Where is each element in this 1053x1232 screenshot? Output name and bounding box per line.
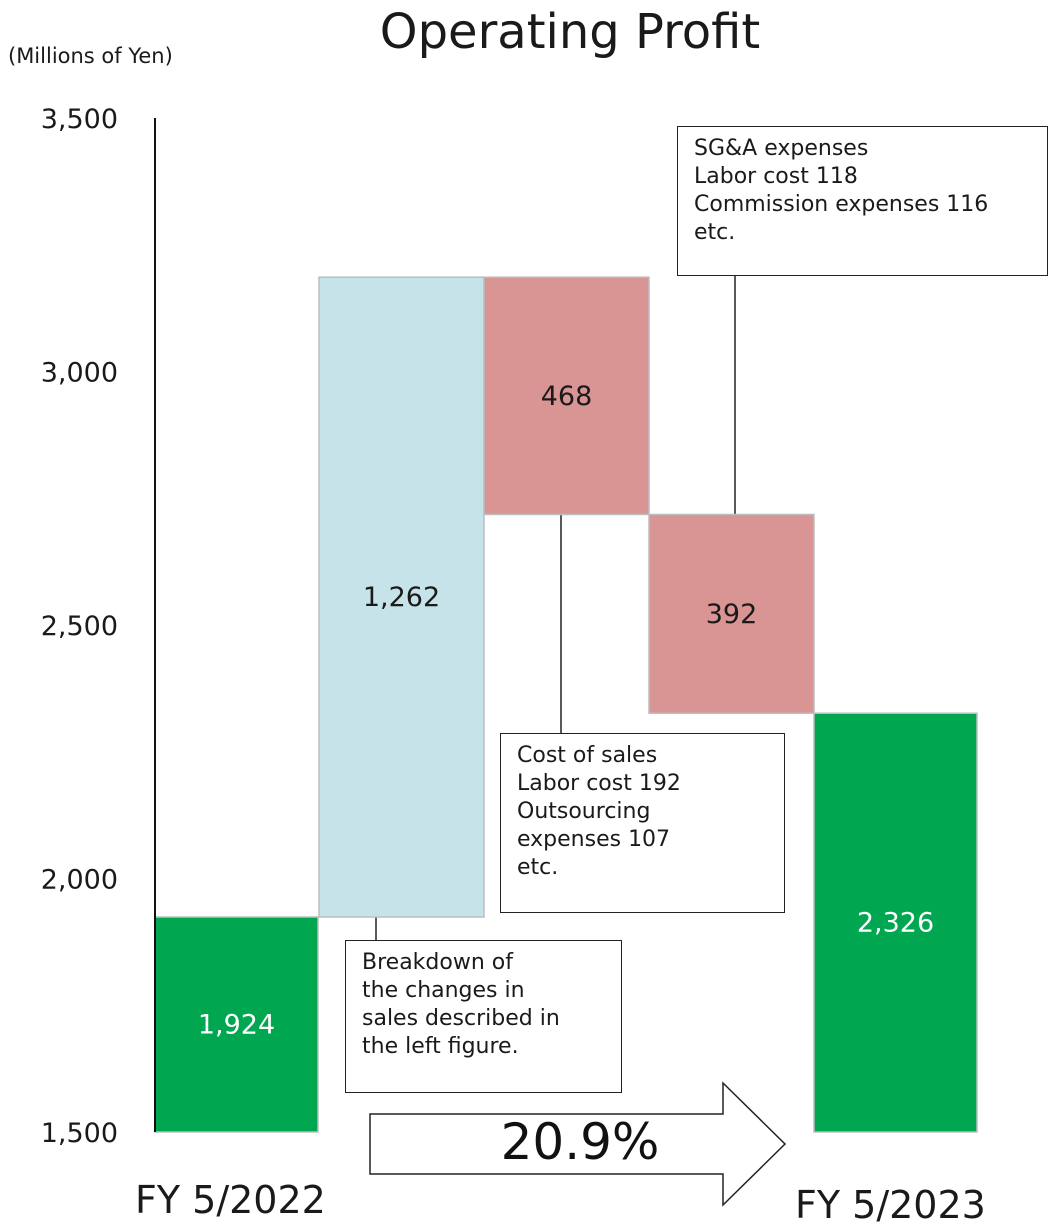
note-line: Cost of sales [517,743,658,768]
note-line: sales described in [362,1006,560,1031]
bar-value-label: 1,262 [363,582,440,613]
y-tick-label: 2,500 [41,611,118,642]
sales-breakdown-note: Breakdown of the changes in sales descri… [345,940,622,1093]
note-line: Commission expenses 116 [694,192,989,217]
bar-value-label: 468 [541,381,593,412]
waterfall-bar [154,916,319,1133]
waterfall-bar [318,276,485,918]
note-line: expenses 107 [517,827,671,852]
note-line: the left figure. [362,1034,519,1059]
growth-arrow [369,1081,787,1207]
y-tick-label: 3,500 [41,104,118,135]
bar-value-label: 392 [706,599,758,630]
bar-value-label: 1,924 [198,1010,275,1041]
x-label-fy2022: FY 5/2022 [135,1178,326,1222]
bar-value-label: 2,326 [857,908,934,939]
note-line: Breakdown of [362,950,513,975]
waterfall-bar [483,276,650,516]
note-line: Outsourcing [517,799,651,824]
note-line: Labor cost 118 [694,164,858,189]
note-line: etc. [694,220,736,245]
note-line: the changes in [362,978,525,1003]
cost-of-sales-note: Cost of sales Labor cost 192 Outsourcing… [500,733,785,913]
y-tick-label: 1,500 [41,1118,118,1149]
y-tick-label: 3,000 [41,358,118,389]
waterfall-bar [648,513,815,714]
unit-label: (Millions of Yen) [8,44,173,68]
growth-rate-label: 20.9% [500,1113,660,1171]
y-tick-label: 2,000 [41,865,118,896]
sga-expenses-note: SG&A expenses Labor cost 118 Commission … [677,126,1048,276]
x-label-fy2023: FY 5/2023 [795,1183,986,1227]
note-line: etc. [517,855,559,880]
note-line: Labor cost 192 [517,771,681,796]
note-line: SG&A expenses [694,136,869,161]
chart-title: Operating Profit [379,4,761,60]
waterfall-bar [813,712,978,1133]
